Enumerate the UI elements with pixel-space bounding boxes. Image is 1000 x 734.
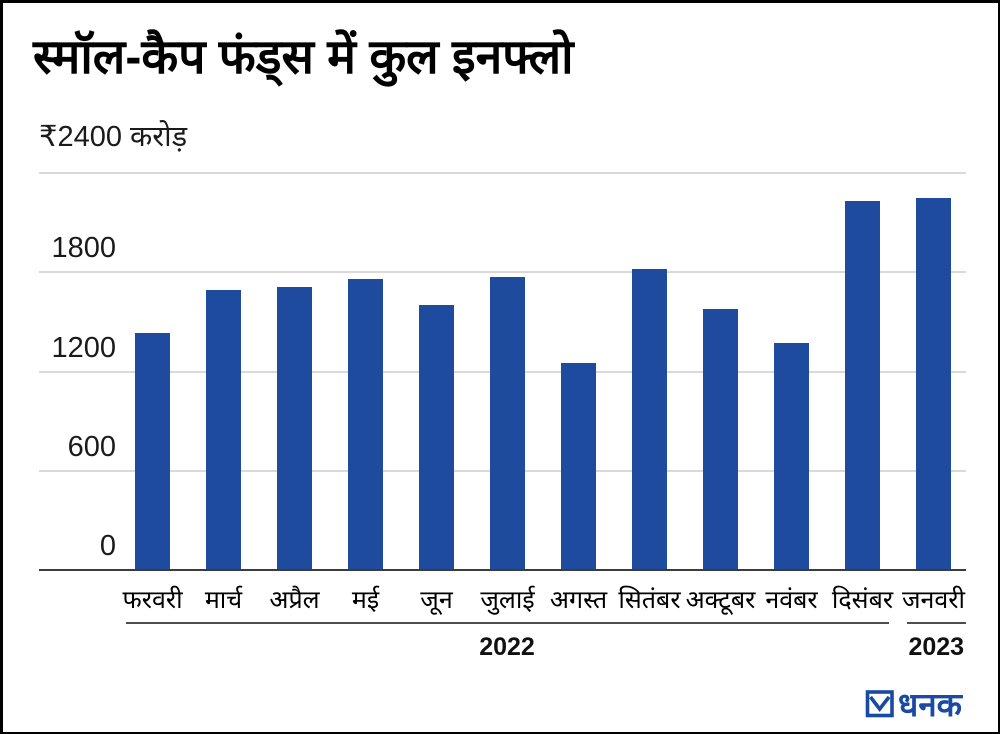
x-tick-label: सितंबर [618, 586, 681, 614]
chart-title: स्मॉल-कैप फंड्स में कुल इनफ्लो [33, 31, 574, 84]
x-tick-label: जनवरी [901, 586, 966, 614]
x-tick-label: जुलाई [480, 586, 535, 614]
brand-logo-text: धनक [898, 686, 962, 723]
bar [348, 278, 383, 570]
gridline [39, 271, 966, 274]
x-tick-label: मार्च [204, 586, 243, 614]
year-label: 2023 [908, 633, 965, 661]
bar [277, 287, 312, 570]
bar [916, 197, 951, 570]
y-tick-label: 1200 [51, 331, 116, 364]
x-tick-label: नवंबर [765, 586, 818, 614]
bar [561, 363, 596, 570]
bar [632, 268, 667, 570]
y-tick-label: 0 [99, 530, 116, 562]
x-tick-label: फरवरी [122, 586, 183, 614]
y-tick-label: 600 [67, 430, 116, 463]
year-axis-line [906, 622, 966, 624]
x-tick-label: जून [420, 586, 453, 614]
x-tick-label: अप्रैल [269, 586, 320, 614]
x-tick-label: मई [351, 586, 380, 614]
brand-logo: धनक [865, 681, 962, 726]
gridline [39, 172, 966, 174]
year-label: 2022 [479, 633, 535, 661]
x-tick-label: अगस्त [549, 586, 608, 614]
year-axis-line [125, 622, 889, 624]
bar [774, 343, 809, 570]
bar [490, 277, 525, 570]
checkbox-check-icon [865, 690, 894, 718]
bar-chart-plot: 1800 1200 600 0 फरवरी मार्च अप्रैल मई जून जुलाई अग… [3, 3, 998, 732]
bar [135, 333, 170, 570]
y-tick-label: 1800 [51, 232, 116, 265]
bar [845, 201, 880, 570]
y-axis-unit-label: ₹2400 करोड़ [39, 121, 188, 153]
bar [419, 305, 454, 570]
x-tick-label: दिसंबर [831, 586, 894, 614]
bar [703, 309, 738, 570]
x-tick-label: अक्टूबर [685, 586, 756, 614]
bar [206, 290, 241, 570]
x-axis-line [39, 569, 966, 571]
